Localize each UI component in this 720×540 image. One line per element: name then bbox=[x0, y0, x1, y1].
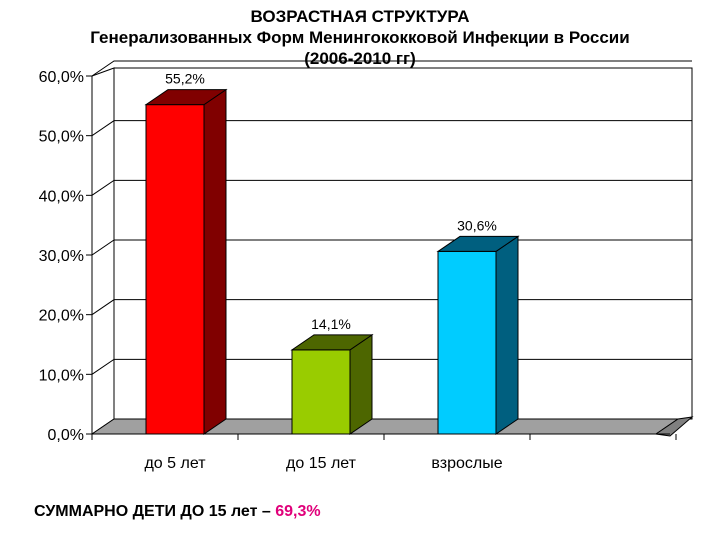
x-tick-label: взрослые bbox=[431, 455, 502, 472]
plot-floor-edge bbox=[654, 416, 694, 437]
summary-value: 69,3% bbox=[275, 503, 321, 520]
bar-top-3 bbox=[436, 235, 520, 252]
data-label: 30,6% bbox=[457, 217, 497, 233]
bar-top-1 bbox=[144, 89, 228, 106]
bar-top-2 bbox=[290, 334, 374, 351]
bar-side-3 bbox=[495, 235, 519, 435]
y-tick-label: 30,0% bbox=[39, 248, 84, 265]
data-label: 55,2% bbox=[165, 71, 205, 87]
gridline bbox=[91, 179, 692, 196]
chart-title: ВОЗРАСТНАЯ СТРУКТУРА bbox=[250, 7, 470, 26]
gridline bbox=[91, 120, 692, 137]
summary-note: СУММАРНО ДЕТИ ДО 15 лет – 69,3% bbox=[34, 503, 321, 521]
chart-subtitle: Генерализованных Форм Менингококковой Ин… bbox=[90, 28, 630, 47]
y-tick-label: 0,0% bbox=[48, 427, 84, 444]
bar-3 bbox=[437, 250, 497, 435]
y-tick-label: 60,0% bbox=[39, 69, 84, 86]
summary-text: СУММАРНО ДЕТИ ДО 15 лет – bbox=[34, 503, 276, 520]
x-tick-label: до 5 лет bbox=[144, 455, 206, 472]
data-label: 14,1% bbox=[311, 316, 351, 332]
y-tick-label: 40,0% bbox=[39, 188, 84, 205]
y-tick-label: 20,0% bbox=[39, 308, 84, 325]
y-tick-label: 50,0% bbox=[39, 129, 84, 146]
bar-side-1 bbox=[203, 88, 227, 435]
chart-subtitle-years: (2006-2010 гг) bbox=[304, 49, 416, 68]
bar-1 bbox=[145, 104, 205, 435]
bar-side-2 bbox=[349, 333, 373, 435]
gridline bbox=[91, 60, 692, 77]
bar-2 bbox=[291, 349, 351, 435]
x-tick-label: до 15 лет bbox=[286, 455, 357, 472]
y-tick-label: 10,0% bbox=[39, 367, 84, 384]
